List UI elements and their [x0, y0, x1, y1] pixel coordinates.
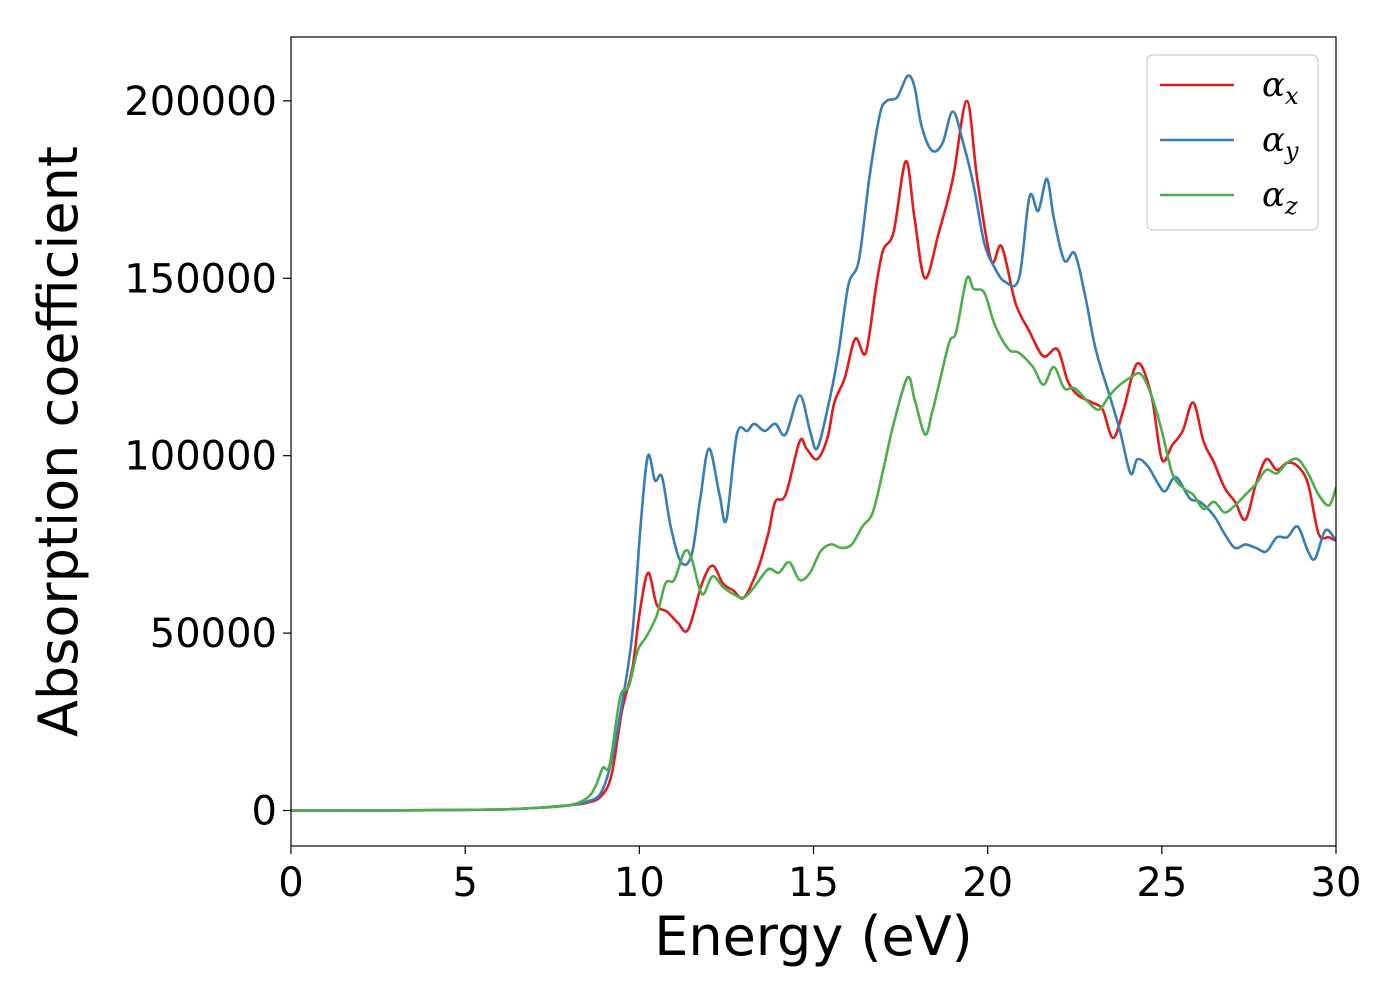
x-tick-label: 5 — [452, 860, 477, 906]
legend-label-y: αy — [1262, 120, 1299, 165]
y-axis-title: Absorption coefficient — [27, 146, 90, 737]
x-axis-title: Energy (eV) — [654, 905, 973, 968]
y-tick-label: 0 — [252, 789, 277, 835]
legend-label-x: αx — [1262, 65, 1299, 110]
series-line-z — [291, 275, 1336, 812]
x-tick-label: 0 — [278, 860, 303, 906]
x-tick-label: 30 — [1311, 860, 1362, 906]
series-line-x — [291, 99, 1336, 812]
x-tick-label: 25 — [1136, 860, 1187, 906]
series-line-y — [291, 74, 1336, 812]
x-tick-label: 20 — [962, 860, 1013, 906]
y-tick-label: 150000 — [124, 256, 277, 302]
y-tick-label: 200000 — [124, 79, 277, 125]
y-tick-label: 50000 — [150, 611, 277, 657]
x-tick-label: 15 — [788, 860, 839, 906]
legend-label-z: αz — [1262, 175, 1298, 220]
legend: αx αy αz — [1146, 54, 1319, 231]
x-tick-label: 10 — [614, 860, 665, 906]
y-tick-label: 100000 — [124, 434, 277, 480]
axes-layer: 0 5 10 15 20 25 30 0 50000 100000 150000 200000 — [124, 79, 1361, 906]
series-layer — [291, 74, 1336, 812]
legend-box — [1146, 54, 1319, 231]
